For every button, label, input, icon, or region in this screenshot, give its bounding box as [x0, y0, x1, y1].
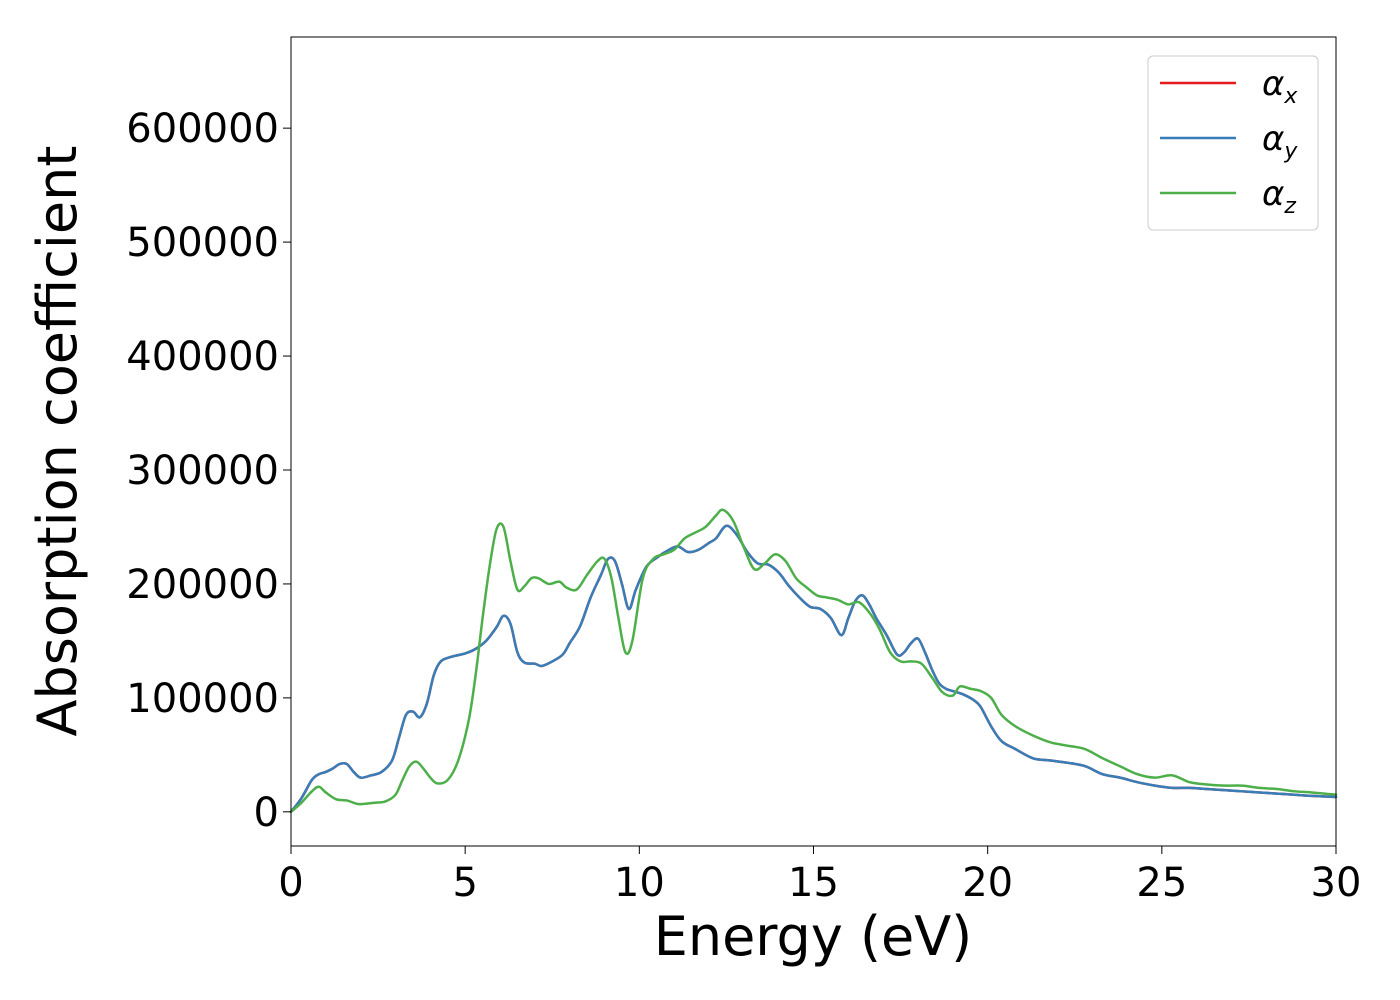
y-tick-label: 100000	[126, 676, 279, 722]
x-tick-label: 25	[1136, 860, 1187, 906]
x-tick-label: 30	[1311, 860, 1362, 906]
series-layer	[289, 508, 1338, 814]
y-axis-label: Absorption coefficient	[26, 146, 89, 737]
x-tick-label: 15	[788, 860, 839, 906]
series-line-alpha-y	[289, 524, 1338, 814]
legend-box	[1147, 55, 1319, 231]
y-tick-label: 500000	[126, 220, 279, 266]
x-tick-label: 20	[962, 860, 1013, 906]
y-tick-label: 300000	[126, 448, 279, 494]
x-tick-label: 10	[614, 860, 665, 906]
y-tick-label: 0	[254, 790, 279, 836]
x-axis-label: Energy (eV)	[654, 905, 973, 968]
y-axis: 0 100000 200000 300000 400000 500000 600000	[126, 106, 291, 836]
x-tick-label: 5	[452, 860, 477, 906]
y-tick-label: 600000	[126, 106, 279, 152]
y-tick-label: 200000	[126, 562, 279, 608]
y-tick-label: 400000	[126, 334, 279, 380]
x-tick-label: 0	[278, 860, 303, 906]
series-line-alpha-z	[289, 508, 1338, 814]
x-axis: 0 5 10 15 20 25 30	[278, 846, 1361, 906]
